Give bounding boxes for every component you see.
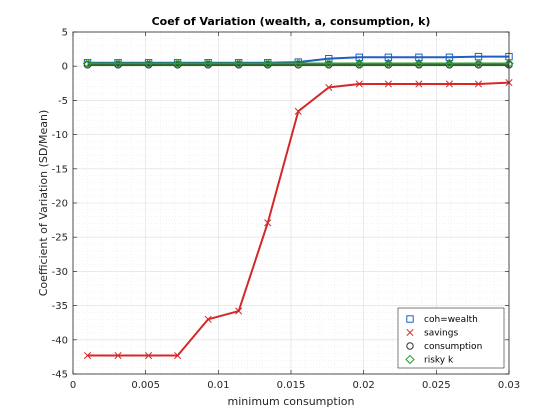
y-tick-label: -20 — [52, 199, 68, 210]
data-point-coh-wealth — [355, 53, 364, 62]
y-ticks: 5 0 -5 -10 -15 -20 -25 -30 -35 -40 -45 — [52, 28, 509, 381]
y-tick-label: 5 — [62, 28, 68, 39]
data-point-risky-k — [293, 58, 303, 69]
data-point-risky-k — [473, 58, 484, 69]
data-point-savings — [235, 307, 243, 315]
data-point-savings-stroke — [264, 219, 272, 227]
y-tick-label: -25 — [52, 233, 68, 244]
data-point-savings — [145, 351, 153, 360]
legend-box — [397, 307, 505, 369]
data-point-savings-stroke — [415, 80, 423, 88]
legend: coh=wealth savings consumption risky k — [397, 307, 505, 369]
y-tick-label: -5 — [58, 96, 68, 107]
data-point-risky-k — [172, 58, 183, 69]
data-point-risky-k — [143, 58, 154, 69]
data-point-savings-stroke — [445, 80, 453, 88]
x-tick-label: 0.005 — [131, 380, 160, 391]
data-point-savings — [174, 351, 182, 360]
data-point-risky-k — [383, 58, 394, 69]
data-point-savings-stroke — [114, 351, 122, 360]
x-tick-label: 0.025 — [422, 380, 451, 391]
y-tick-label: -40 — [52, 335, 68, 346]
legend-marker-savings-stroke — [406, 328, 414, 337]
data-point-savings-stroke — [474, 80, 483, 88]
data-point-risky-k — [113, 58, 123, 69]
data-point-risky-k — [263, 58, 273, 69]
data-point-savings-stroke — [325, 83, 333, 91]
legend-label-coh-wealth: coh=wealth — [424, 315, 478, 325]
data-point-savings — [445, 80, 453, 88]
data-point-savings — [204, 315, 212, 323]
legend-marker-risky-k — [405, 354, 415, 365]
data-point-savings — [415, 80, 423, 88]
data-point-savings — [474, 80, 483, 88]
data-point-savings — [264, 219, 272, 227]
data-point-savings-stroke — [294, 107, 302, 115]
data-point-savings — [355, 80, 363, 88]
data-point-savings — [294, 107, 302, 115]
legend-label-consumption: consumption — [424, 342, 482, 352]
x-tick-label: 0.02 — [353, 380, 375, 391]
y-tick-label: -30 — [52, 267, 68, 278]
data-point-savings-stroke — [235, 307, 243, 315]
data-point-risky-k — [82, 58, 93, 69]
legend-label-savings: savings — [424, 329, 458, 339]
y-axis-label: Coefficient of Variation (SD/Mean) — [37, 110, 50, 297]
x-axis-label: minimum consumption — [228, 395, 355, 408]
series-layer — [82, 52, 514, 360]
data-point-coh-wealth — [384, 53, 393, 62]
data-point-savings — [83, 351, 92, 360]
data-point-risky-k — [203, 58, 213, 69]
data-point-savings-stroke — [174, 351, 182, 360]
series-savings — [83, 79, 513, 360]
data-point-savings — [384, 80, 392, 88]
data-point-savings-stroke — [204, 315, 212, 323]
x-tick-label: 0 — [70, 380, 76, 391]
legend-marker-savings — [406, 328, 414, 337]
data-point-risky-k — [233, 58, 244, 69]
x-tick-label: 0.03 — [498, 380, 520, 391]
y-tick-label: -35 — [52, 301, 68, 312]
y-tick-label: -10 — [52, 130, 68, 141]
data-point-savings — [114, 351, 122, 360]
x-ticks: 0 0.005 0.01 0.015 0.02 0.025 0.03 — [70, 32, 520, 391]
y-tick-label: 0 — [62, 62, 68, 73]
y-tick-label: -45 — [52, 370, 68, 381]
data-point-risky-k — [414, 58, 424, 69]
data-point-savings-stroke — [355, 80, 363, 88]
data-point-savings — [325, 83, 333, 91]
chart-title: Coef of Variation (wealth, a, consumptio… — [152, 15, 431, 28]
data-point-savings-stroke — [83, 351, 92, 360]
x-tick-label: 0.01 — [207, 380, 229, 391]
y-tick-label: -15 — [52, 164, 68, 175]
data-point-risky-k — [354, 58, 365, 69]
legend-marker-coh-wealth — [406, 315, 414, 323]
legend-label-risky-k: risky k — [424, 356, 454, 366]
data-point-coh-wealth — [415, 53, 423, 62]
x-tick-label: 0.015 — [277, 380, 306, 391]
data-point-savings-stroke — [384, 80, 392, 88]
data-point-risky-k — [444, 58, 455, 69]
legend-marker-consumption — [406, 342, 414, 350]
data-point-coh-wealth — [445, 53, 454, 62]
data-point-savings-stroke — [145, 351, 153, 360]
data-point-risky-k — [324, 58, 334, 69]
